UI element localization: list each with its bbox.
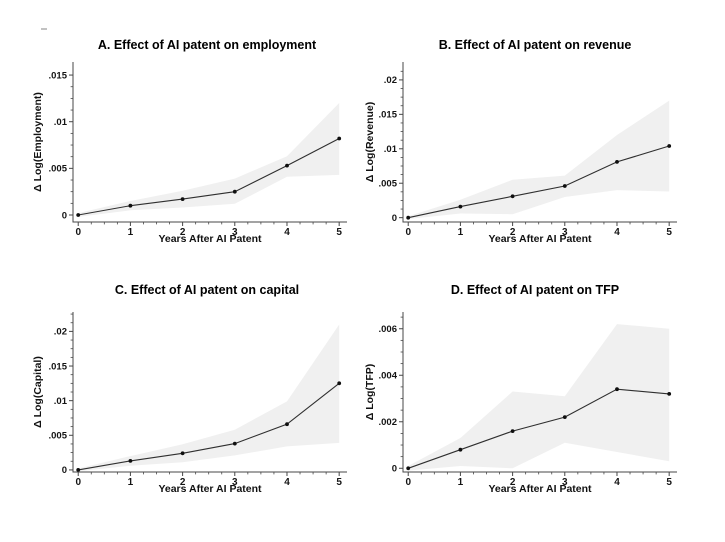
- estimate-line: [408, 145, 670, 219]
- data-point-marker: [285, 163, 289, 168]
- x-tick-label: 1: [128, 477, 134, 488]
- x-tick-label: 5: [666, 227, 672, 238]
- x-tick-label: 0: [405, 477, 411, 488]
- estimate-line: [408, 388, 670, 469]
- x-axis-label: Years After AI Patent: [488, 483, 592, 495]
- data-point-marker: [458, 204, 463, 209]
- panel-tfp: D. Effect of AI patent on TFP Δ Log(TFP)…: [363, 272, 725, 522]
- y-tick-label: .005: [379, 179, 398, 190]
- panel-employment: A. Effect of AI patent on employment Δ L…: [0, 20, 362, 270]
- y-tick-label: .01: [54, 117, 68, 128]
- x-tick-label: 4: [614, 477, 620, 488]
- y-tick-label: .015: [49, 361, 68, 372]
- data-point-marker: [128, 459, 133, 463]
- y-tick-label: 0: [62, 465, 67, 476]
- x-tick-label: 3: [232, 227, 238, 238]
- y-tick-label: 0: [62, 210, 67, 221]
- line-chart-capital: 0 .005 .01 .015 .02 0 1 2 3 4 5: [49, 312, 347, 488]
- data-point-marker: [337, 136, 342, 141]
- x-tick-label: 2: [180, 227, 186, 238]
- x-tick-label: 3: [562, 227, 568, 238]
- y-tick-label: 0: [392, 464, 397, 475]
- x-tick-label: 2: [510, 227, 516, 238]
- data-point-marker: [285, 422, 289, 427]
- confidence-band: [78, 324, 340, 472]
- data-point-marker: [180, 451, 185, 456]
- x-tick-label: 1: [128, 227, 134, 238]
- x-tick-label: 0: [75, 227, 81, 238]
- data-point-marker: [232, 441, 237, 446]
- y-tick-label: .005: [49, 164, 68, 175]
- y-tick-label: .02: [54, 327, 67, 338]
- x-axis-label: Years After AI Patent: [158, 483, 262, 495]
- confidence-band: [408, 100, 670, 219]
- panel-revenue: B. Effect of AI patent on revenue Δ Log(…: [363, 20, 725, 270]
- x-tick-label: 1: [458, 227, 464, 238]
- x-tick-label: 5: [336, 227, 342, 238]
- x-tick-label: 2: [180, 477, 186, 488]
- x-axis-label: Years After AI Patent: [488, 233, 592, 245]
- scan-artifact: [41, 28, 47, 30]
- data-point-marker: [76, 468, 81, 472]
- x-tick-label: 1: [458, 477, 464, 488]
- data-point-marker: [615, 387, 619, 392]
- estimate-line: [78, 382, 340, 471]
- x-tick-label: 5: [666, 477, 672, 488]
- data-point-marker: [510, 429, 515, 433]
- x-tick-label: 2: [510, 477, 516, 488]
- y-tick-label: .01: [54, 396, 68, 407]
- estimate-line: [78, 138, 340, 216]
- y-tick-label: .004: [379, 371, 398, 382]
- panel-capital: C. Effect of AI patent on capital Δ Log(…: [0, 272, 362, 522]
- x-tick-label: 3: [232, 477, 238, 488]
- data-point-marker: [667, 144, 672, 148]
- data-point-marker: [667, 392, 672, 396]
- line-chart-revenue: 0 .005 .01 .015 .02 0 1 2 3 4 5: [379, 62, 677, 238]
- panel-title: B. Effect of AI patent on revenue: [438, 38, 632, 52]
- data-point-marker: [128, 203, 133, 208]
- data-point-marker: [458, 447, 463, 452]
- data-point-marker: [232, 189, 237, 194]
- x-tick-label: 4: [614, 227, 620, 238]
- x-tick-label: 4: [284, 227, 290, 238]
- y-tick-label: .015: [49, 70, 68, 81]
- line-chart-employment: 0 .005 .01 .015 0 1 2 3 4 5: [49, 62, 347, 238]
- panel-title: C. Effect of AI patent on capital: [114, 283, 300, 297]
- data-point-marker: [337, 381, 342, 386]
- data-point-marker: [615, 160, 619, 164]
- y-tick-label: .002: [379, 417, 398, 428]
- x-tick-label: 3: [562, 477, 568, 488]
- panel-title: D. Effect of AI patent on TFP: [450, 283, 620, 297]
- y-tick-label: .005: [49, 431, 68, 442]
- data-point-marker: [180, 197, 185, 202]
- x-axis-label: Years After AI Patent: [158, 233, 262, 245]
- confidence-band: [408, 324, 670, 471]
- data-point-marker: [406, 215, 411, 220]
- y-tick-label: 0: [392, 213, 397, 224]
- data-point-marker: [406, 466, 411, 471]
- y-tick-label: .015: [379, 110, 398, 121]
- y-tick-label: .02: [384, 75, 397, 86]
- x-tick-label: 0: [405, 227, 411, 238]
- data-point-marker: [562, 415, 567, 419]
- data-point-marker: [562, 184, 567, 188]
- x-tick-label: 4: [284, 477, 290, 488]
- data-point-marker: [76, 213, 81, 217]
- line-chart-tfp: 0 .002 .004 .006 0 1 2 3 4 5: [379, 312, 677, 488]
- confidence-band: [78, 103, 340, 217]
- x-tick-label: 5: [336, 477, 342, 488]
- panel-title: A. Effect of AI patent on employment: [97, 38, 317, 52]
- x-tick-label: 0: [75, 477, 81, 488]
- y-tick-label: .01: [384, 144, 398, 155]
- y-tick-label: .006: [379, 324, 398, 335]
- data-point-marker: [510, 194, 515, 199]
